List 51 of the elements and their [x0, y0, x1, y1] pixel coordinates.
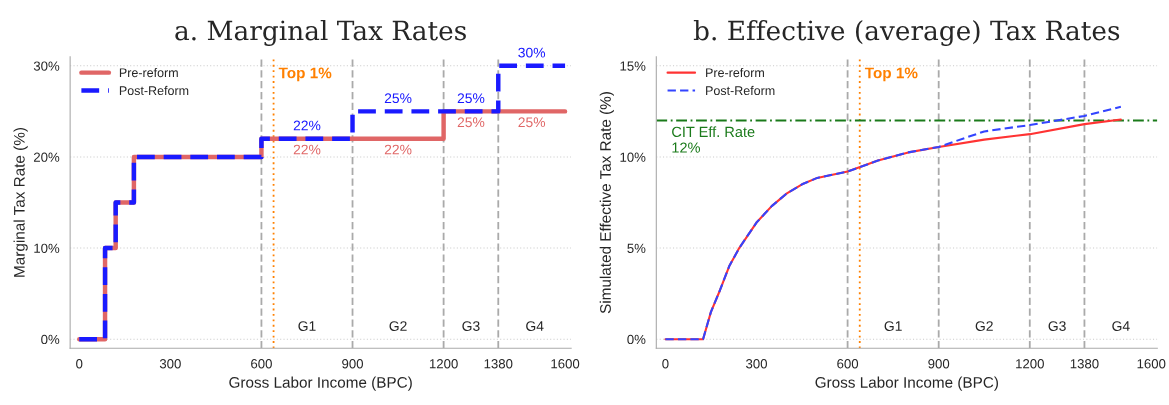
x-tick-label: 900 — [928, 359, 950, 369]
x-tick-label: 600 — [251, 359, 272, 369]
x-tick-label: 1380 — [484, 359, 513, 369]
legend-label: Pre-reform — [119, 67, 178, 78]
ref-line-label: CIT Eff. Rate 12% — [672, 126, 755, 153]
x-tick-label: 0 — [76, 359, 83, 369]
data-label: 25% — [457, 93, 485, 104]
x-tick-label: 1600 — [551, 359, 580, 369]
data-label: 22% — [293, 120, 321, 131]
legend-label: Post-Reform — [119, 85, 189, 96]
y-tick-label: 30% — [33, 61, 60, 71]
x-tick-label: 300 — [746, 359, 767, 369]
annotation: G3 — [1048, 321, 1066, 331]
x-tick-label: 1200 — [429, 359, 458, 369]
y-axis-title: Simulated Effective Tax Rate (%) — [599, 92, 614, 314]
data-label: 25% — [384, 93, 412, 104]
y-tick-label: 20% — [33, 152, 60, 162]
y-tick-label: 10% — [34, 243, 60, 253]
ref-line-label: Top 1% — [864, 67, 918, 82]
x-axis-title: Gross Labor Income (BPC) — [229, 376, 412, 391]
x-tick-label: 600 — [837, 359, 859, 369]
x-tick-label: 300 — [159, 359, 181, 369]
y-tick-label: 10% — [620, 152, 646, 162]
annotation: G1 — [884, 321, 902, 331]
data-label: 22% — [384, 144, 412, 155]
chart-title: b. Effective (average) Tax Rates — [693, 19, 1120, 46]
data-label: 30% — [518, 47, 546, 58]
x-tick-label: 1200 — [1016, 359, 1044, 369]
data-label: 25% — [518, 117, 546, 128]
y-tick-label: 0% — [627, 334, 646, 345]
legend-label: Pre-reform — [706, 67, 764, 78]
x-tick-label: 900 — [342, 359, 364, 369]
y-tick-label: 5% — [627, 243, 646, 253]
y-tick-label: 15% — [620, 61, 646, 71]
annotation: G1 — [298, 321, 316, 331]
x-tick-label: 1380 — [1070, 359, 1099, 369]
annotation: G4 — [1112, 321, 1130, 331]
x-axis-title: Gross Labor Income (BPC) — [815, 376, 998, 391]
y-tick-label: 0% — [41, 334, 60, 345]
ref-line-label: Top 1% — [278, 67, 332, 82]
legend-label: Post-Reform — [706, 85, 775, 96]
annotation: G2 — [389, 321, 407, 331]
x-tick-label: 0 — [662, 359, 669, 369]
data-label: 22% — [293, 144, 321, 155]
chart-title: a. Marginal Tax Rates — [175, 19, 466, 46]
data-label: 25% — [457, 117, 485, 128]
annotation: G3 — [462, 321, 480, 331]
y-axis-title: Marginal Tax Rate (%) — [13, 128, 28, 277]
annotation: G2 — [975, 321, 993, 331]
x-tick-label: 1600 — [1137, 359, 1166, 369]
annotation: G4 — [526, 321, 544, 331]
